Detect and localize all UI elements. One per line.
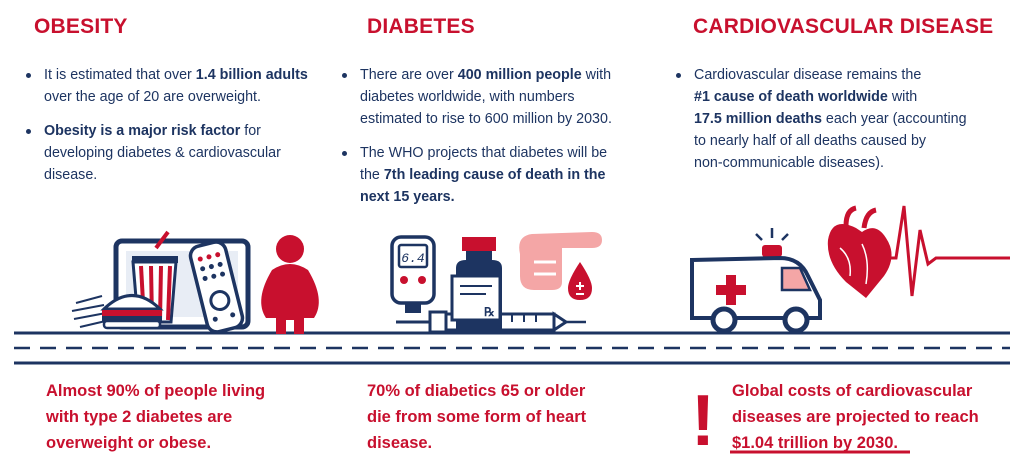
cardio-fact: Global costs of cardiovascular diseases … [732, 382, 979, 452]
rx-symbol: ℞ [484, 305, 495, 319]
obesity-bullet-list: It is estimated that over 1.4 billion ad… [22, 64, 342, 198]
burger-icon [100, 294, 164, 330]
diabetes-bullet-1: There are over 400 million people with d… [338, 64, 658, 130]
diabetes-bullet-2: The WHO projects that diabetes will be t… [338, 142, 658, 208]
diabetes-fact: 70% of diabetics 65 or older die from so… [367, 382, 587, 452]
medicine-bottle-icon: ℞ [450, 237, 502, 330]
heartbeat-line-icon [878, 205, 1010, 297]
exclamation-icon: ! [691, 381, 715, 461]
heart-icon [827, 205, 892, 298]
cardio-heading: CARDIOVASCULAR DISEASE [693, 15, 994, 38]
obesity-bullet-2: Obesity is a major risk factor for devel… [22, 120, 342, 186]
meter-reading: 6.4 [401, 251, 425, 266]
obesity-fact: Almost 90% of people living with type 2 … [46, 382, 266, 452]
cardio-bullet-list: Cardiovascular disease remains the #1 ca… [672, 64, 1012, 186]
road [14, 331, 1010, 365]
ambulance-icon [690, 228, 822, 334]
diabetes-heading: DIABETES [367, 15, 475, 38]
diabetes-bullet-list: There are over 400 million people with d… [338, 64, 658, 220]
finger-prick-icon [519, 232, 602, 300]
person-icon [261, 235, 319, 334]
remote-control-icon [188, 240, 245, 334]
obesity-heading: OBESITY [34, 15, 128, 38]
glucose-meter-icon: 6.4 [390, 235, 436, 313]
cardio-bullet-1: Cardiovascular disease remains the #1 ca… [672, 64, 1012, 174]
obesity-bullet-1: It is estimated that over 1.4 billion ad… [22, 64, 342, 108]
